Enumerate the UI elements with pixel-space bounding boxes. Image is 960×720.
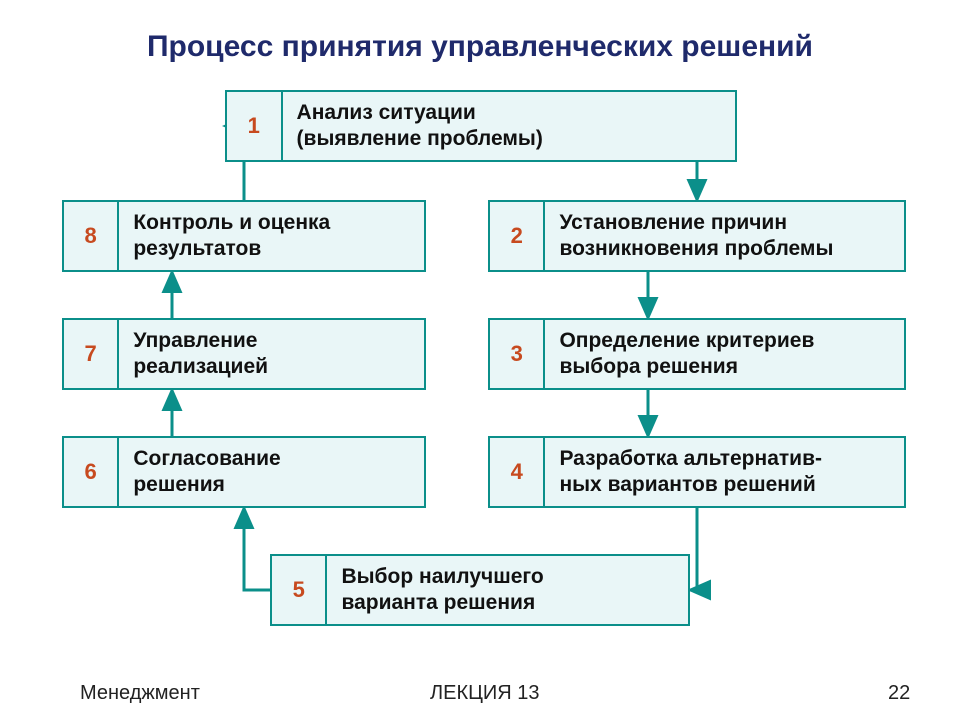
footer-center: ЛЕКЦИЯ 13 [430, 682, 540, 705]
node-8-number: 8 [64, 202, 119, 270]
node-8-label: Контроль и оценка результатов [119, 202, 424, 270]
page-title: Процесс принятия управленческих решений [0, 30, 960, 64]
node-1: 1Анализ ситуации (выявление проблемы) [225, 90, 737, 162]
node-4-number: 4 [490, 438, 545, 506]
node-5-label: Выбор наилучшего варианта решения [327, 556, 688, 624]
node-3-number: 3 [490, 320, 545, 388]
node-7: 7Управление реализацией [62, 318, 426, 390]
edge-4-5 [690, 508, 697, 590]
node-1-number: 1 [227, 92, 283, 160]
node-3: 3Определение критериев выбора решения [488, 318, 906, 390]
node-5: 5Выбор наилучшего варианта решения [270, 554, 690, 626]
node-6-number: 6 [64, 438, 119, 506]
node-8: 8Контроль и оценка результатов [62, 200, 426, 272]
node-7-number: 7 [64, 320, 119, 388]
node-4-label: Разработка альтернатив- ных вариантов ре… [545, 438, 904, 506]
node-5-number: 5 [272, 556, 327, 624]
edge-5-6 [244, 508, 270, 590]
node-2: 2Установление причин возникновения пробл… [488, 200, 906, 272]
node-2-number: 2 [490, 202, 545, 270]
node-7-label: Управление реализацией [119, 320, 424, 388]
node-6: 6Согласование решения [62, 436, 426, 508]
node-6-label: Согласование решения [119, 438, 424, 506]
footer-left: Менеджмент [80, 682, 200, 705]
node-3-label: Определение критериев выбора решения [545, 320, 904, 388]
node-1-label: Анализ ситуации (выявление проблемы) [283, 92, 735, 160]
node-2-label: Установление причин возникновения пробле… [545, 202, 904, 270]
node-4: 4Разработка альтернатив- ных вариантов р… [488, 436, 906, 508]
footer-right: 22 [888, 682, 910, 705]
